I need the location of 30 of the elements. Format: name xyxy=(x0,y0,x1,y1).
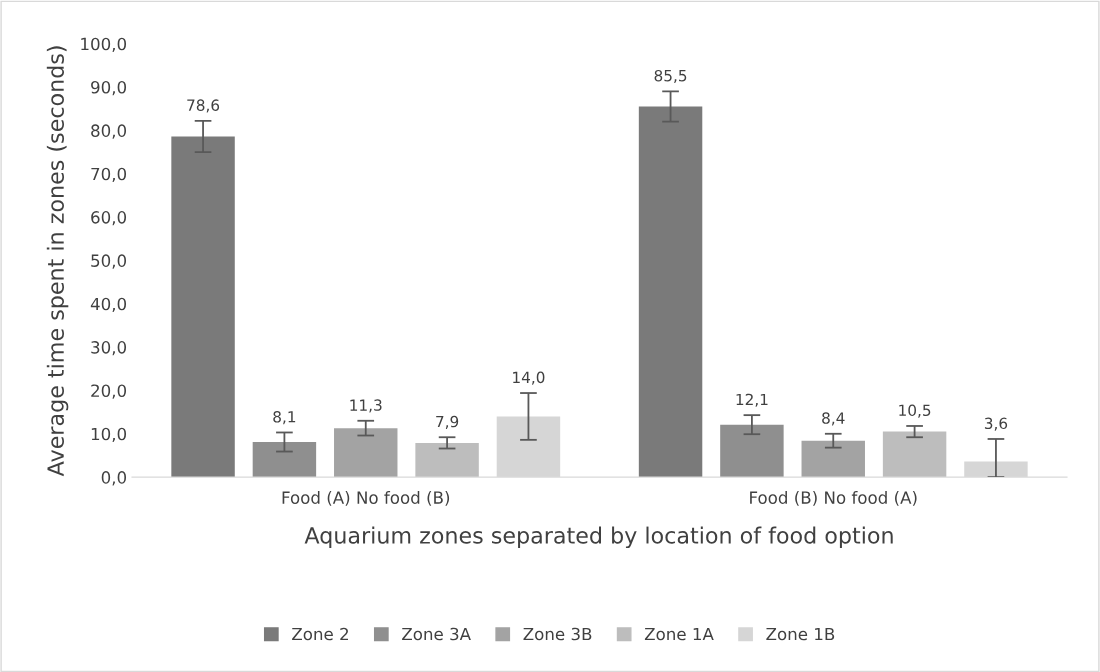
data-label: 8,4 xyxy=(822,412,845,426)
y-tick-label: 100,0 xyxy=(81,37,127,52)
data-label: 85,5 xyxy=(654,69,687,84)
y-tick-label: 60,0 xyxy=(91,211,127,226)
y-tick-label: 40,0 xyxy=(90,297,127,313)
y-tick-label: 20,0 xyxy=(91,384,127,399)
data-label: 10,5 xyxy=(899,404,931,418)
y-axis-title: Average time spent in zones (seconds) xyxy=(46,46,69,477)
legend-label: Zone 2 xyxy=(292,627,348,641)
legend-label: Zone 1B xyxy=(766,627,835,641)
y-tick-label: 0,0 xyxy=(101,471,127,486)
y-tick-label: 10,0 xyxy=(91,427,127,443)
legend-label: Zone 3B xyxy=(523,627,592,641)
legend-label: Zone 3A xyxy=(402,627,471,641)
x-tick-label: Food (A) No food (B) xyxy=(282,491,450,506)
data-label: 78,6 xyxy=(187,99,220,113)
data-label: 14,0 xyxy=(513,371,545,385)
legend-label: Zone 1A xyxy=(644,627,714,641)
data-label: 7,9 xyxy=(436,415,459,429)
x-axis-title: Aquarium zones separated by location of food option xyxy=(304,526,893,549)
y-tick-label: 70,0 xyxy=(91,167,127,182)
y-tick-label: 50,0 xyxy=(91,254,127,269)
y-tick-label: 90,0 xyxy=(91,80,127,96)
x-tick-label: Food (B) No food (A) xyxy=(750,491,917,506)
data-label: 12,1 xyxy=(736,393,768,407)
y-tick-label: 30,0 xyxy=(91,341,127,356)
data-label: 8,1 xyxy=(273,411,296,425)
data-label: 11,3 xyxy=(350,399,382,413)
y-tick-label: 80,0 xyxy=(91,124,127,139)
data-label: 3,6 xyxy=(984,417,1008,431)
